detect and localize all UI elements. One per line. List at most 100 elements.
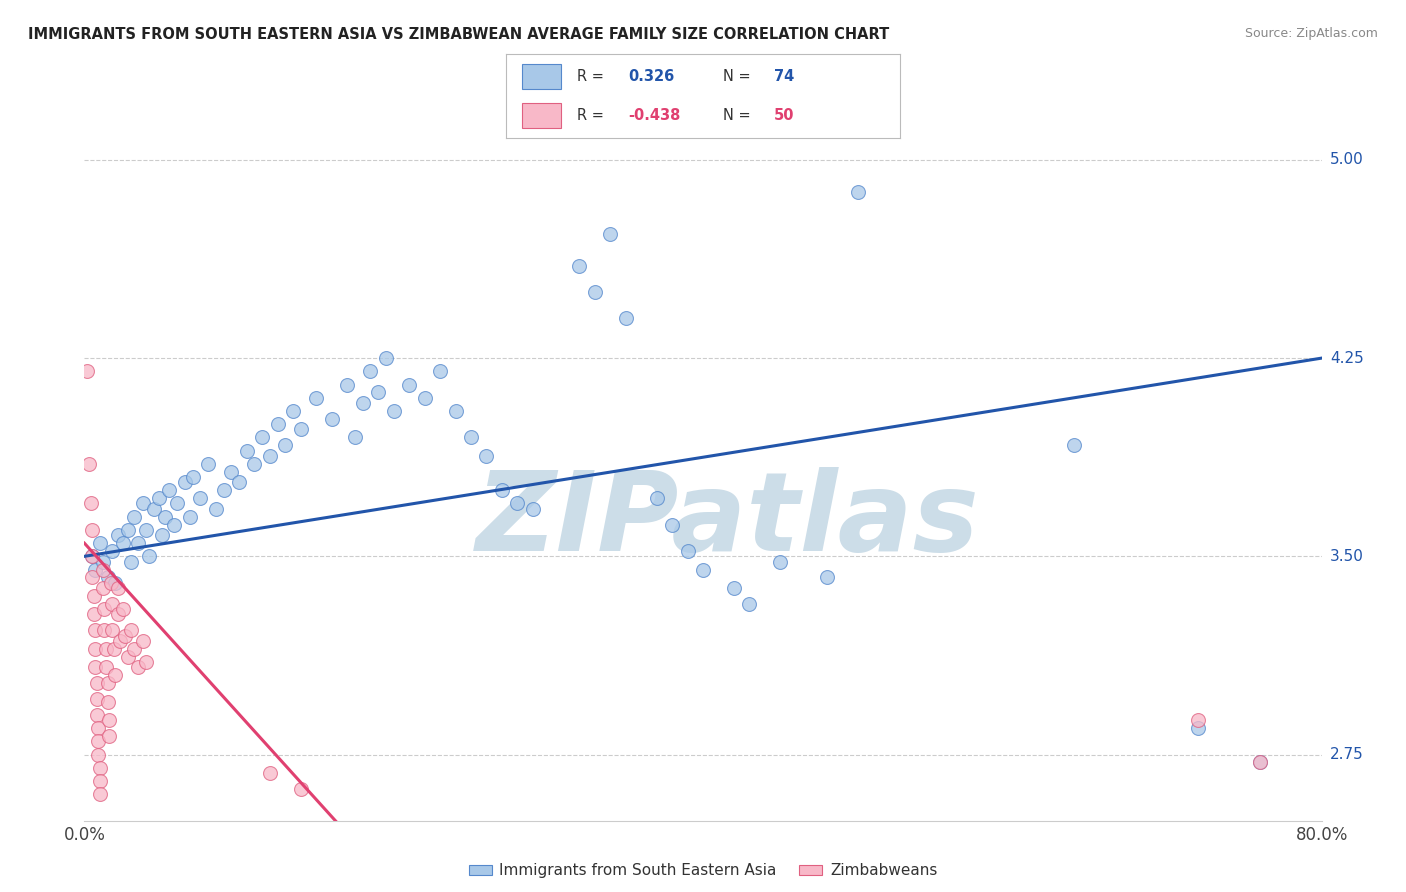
Point <box>150 528 173 542</box>
Text: N =: N = <box>723 69 755 84</box>
Point <box>82 523 104 537</box>
Point <box>122 641 145 656</box>
Point <box>86 692 108 706</box>
Point <box>166 496 188 510</box>
Point <box>360 364 382 378</box>
Point <box>91 581 114 595</box>
Point <box>98 729 121 743</box>
Point <box>506 496 529 510</box>
Point <box>181 470 204 484</box>
Point <box>661 517 683 532</box>
Point <box>583 285 606 299</box>
Text: 74: 74 <box>773 69 794 84</box>
Point <box>290 781 312 796</box>
Point <box>1249 756 1271 770</box>
Point <box>101 597 124 611</box>
Point <box>676 544 699 558</box>
Point <box>281 404 305 418</box>
Point <box>846 185 869 199</box>
Point <box>89 536 111 550</box>
Point <box>429 364 451 378</box>
Point <box>117 649 139 664</box>
Point <box>522 501 544 516</box>
Text: 3.50: 3.50 <box>1330 549 1364 564</box>
Point <box>120 624 142 638</box>
Point <box>82 570 104 584</box>
Point <box>143 501 166 516</box>
Point <box>815 570 838 584</box>
Point <box>87 721 110 735</box>
Point <box>107 581 129 595</box>
Point <box>135 523 157 537</box>
Point <box>1063 438 1085 452</box>
Point <box>104 575 127 590</box>
Point <box>475 449 498 463</box>
Point <box>83 589 105 603</box>
Text: Source: ZipAtlas.com: Source: ZipAtlas.com <box>1244 27 1378 40</box>
Point <box>738 597 761 611</box>
Point <box>79 496 101 510</box>
Point <box>84 641 107 656</box>
Point <box>89 787 111 801</box>
Point <box>84 660 107 674</box>
Point <box>94 660 117 674</box>
Point <box>1187 721 1209 735</box>
Point <box>86 707 108 722</box>
Text: R =: R = <box>576 69 609 84</box>
Point <box>413 391 436 405</box>
Point <box>101 544 124 558</box>
Point <box>91 563 114 577</box>
Point <box>250 430 273 444</box>
Legend: Immigrants from South Eastern Asia, Zimbabweans: Immigrants from South Eastern Asia, Zimb… <box>463 857 943 884</box>
Point <box>374 351 398 365</box>
Point <box>290 422 312 436</box>
Point <box>93 602 115 616</box>
Point <box>132 496 155 510</box>
Point <box>398 377 420 392</box>
Point <box>107 607 129 622</box>
Point <box>114 629 136 643</box>
Bar <box>522 63 561 89</box>
Point <box>96 695 118 709</box>
Point <box>769 555 792 569</box>
Point <box>103 641 125 656</box>
Point <box>153 509 176 524</box>
Point <box>93 624 115 638</box>
Point <box>336 377 359 392</box>
Text: R =: R = <box>576 108 609 123</box>
Text: ZIPatlas: ZIPatlas <box>475 467 980 574</box>
Point <box>87 747 110 762</box>
Point <box>174 475 197 490</box>
Point <box>98 713 121 727</box>
Point <box>219 465 242 479</box>
Point <box>274 438 297 452</box>
Point <box>444 404 467 418</box>
Text: 50: 50 <box>773 108 794 123</box>
Text: -0.438: -0.438 <box>628 108 681 123</box>
Point <box>96 570 118 584</box>
Point <box>568 259 591 273</box>
Point <box>82 549 104 564</box>
Bar <box>522 103 561 128</box>
Point <box>104 668 127 682</box>
Point <box>120 555 142 569</box>
Point <box>723 581 745 595</box>
Point <box>228 475 250 490</box>
Point <box>82 549 104 564</box>
Point <box>101 624 124 638</box>
Point <box>91 555 114 569</box>
Point <box>132 634 155 648</box>
Point <box>84 624 107 638</box>
Point <box>692 563 714 577</box>
Text: 2.75: 2.75 <box>1330 747 1364 762</box>
Point <box>96 676 118 690</box>
Point <box>460 430 482 444</box>
Point <box>382 404 405 418</box>
Point <box>343 430 366 444</box>
Point <box>267 417 290 432</box>
Point <box>305 391 328 405</box>
Point <box>127 536 149 550</box>
Point <box>599 227 621 241</box>
Point <box>159 483 180 498</box>
Point <box>135 655 157 669</box>
